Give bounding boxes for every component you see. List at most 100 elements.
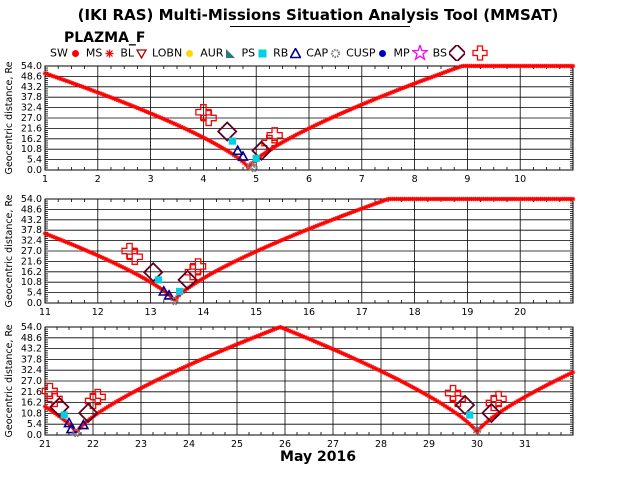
orbit-point xyxy=(50,234,56,239)
orbit-point xyxy=(457,413,462,418)
orbit-point xyxy=(335,112,340,118)
y-tick-label: 0.0 xyxy=(27,165,42,176)
gear-marker xyxy=(472,426,482,436)
orbit-point xyxy=(493,412,499,418)
x-tick-label: 5 xyxy=(253,174,259,185)
orbit-point xyxy=(115,98,121,103)
orbit-point xyxy=(357,358,362,364)
orbit-point xyxy=(162,289,168,294)
orbit-point xyxy=(262,331,267,336)
orbit-point xyxy=(400,86,405,91)
orbit-point xyxy=(201,135,206,140)
orbit-point xyxy=(434,398,440,404)
orbit-point xyxy=(256,333,261,338)
orbit-point xyxy=(442,69,448,75)
orbit-point xyxy=(430,74,436,79)
orbit-point xyxy=(156,285,161,290)
orbit-point xyxy=(52,74,58,80)
orbit-point xyxy=(402,380,407,386)
orbit-point xyxy=(507,403,513,408)
orbit-point xyxy=(264,330,269,335)
chart-panel-3: 0.05.410.816.221.627.032.437.843.248.654… xyxy=(4,322,576,450)
orbit-point xyxy=(361,101,367,106)
orbit-point xyxy=(219,265,224,271)
cross-marker xyxy=(195,104,212,121)
orbit-point xyxy=(282,138,287,144)
orbit-point xyxy=(262,151,267,156)
orbit-point xyxy=(448,67,454,73)
orbit-point xyxy=(95,253,100,258)
orbit-point xyxy=(142,384,147,389)
orbit-point xyxy=(44,405,50,411)
orbit-point xyxy=(394,88,399,93)
orbit-point xyxy=(235,257,241,263)
orbit-point xyxy=(42,71,48,76)
chart-panel-2: 0.05.410.816.221.627.032.437.843.248.654… xyxy=(4,194,576,318)
orbit-point xyxy=(290,329,295,335)
orbit-point xyxy=(377,199,383,205)
orbit-point xyxy=(333,113,338,119)
orbit-point xyxy=(404,84,409,89)
orbit-point xyxy=(180,125,186,130)
orbit-point xyxy=(136,273,141,278)
orbit-point xyxy=(367,99,373,104)
legend-label: CUSP xyxy=(346,46,376,60)
legend-label: MP xyxy=(393,46,410,60)
orbit-point xyxy=(150,112,155,117)
orbit-point xyxy=(172,369,178,374)
orbit-point xyxy=(103,93,109,98)
triangle-up-marker xyxy=(63,416,75,428)
orbit-point xyxy=(355,207,360,213)
orbit-point xyxy=(136,387,141,392)
plot-frame xyxy=(44,65,574,171)
orbit-point xyxy=(136,106,141,111)
y-tick-label: 48.6 xyxy=(21,333,42,344)
orbit-point xyxy=(258,247,263,252)
orbit-point xyxy=(355,104,360,109)
orbit-point xyxy=(495,411,501,416)
orbit-point xyxy=(176,123,182,129)
orbit-point xyxy=(530,390,535,395)
orbit-point xyxy=(308,337,314,342)
orbit-point xyxy=(499,408,505,414)
orbit-point xyxy=(142,276,147,281)
x-tick-label: 4 xyxy=(200,174,206,185)
orbit-point xyxy=(101,407,107,412)
orbit-point xyxy=(225,262,230,268)
y-tick-label: 5.4 xyxy=(27,288,42,299)
orbit-point xyxy=(178,124,184,129)
triangle-up-marker xyxy=(157,285,170,296)
orbit-point xyxy=(258,332,263,338)
orbit-point xyxy=(81,247,86,252)
orbit-point xyxy=(245,252,251,258)
y-tick-label: 32.4 xyxy=(21,103,42,114)
x-tick-label: 10 xyxy=(514,174,526,185)
orbit-point xyxy=(174,122,180,128)
orbit-point xyxy=(272,144,277,150)
orbit-point xyxy=(111,260,117,266)
orbit-point xyxy=(197,133,202,138)
plot-frame xyxy=(44,326,574,436)
orbit-point xyxy=(199,134,204,139)
orbit-point xyxy=(371,201,377,207)
orbit-point xyxy=(310,225,316,230)
orbit-point xyxy=(341,351,346,356)
orbit-point xyxy=(428,395,434,400)
orbit-point xyxy=(52,411,58,416)
orbit-point xyxy=(453,66,458,71)
orbit-point xyxy=(436,399,442,405)
orbit-point xyxy=(182,364,188,369)
diamond-marker xyxy=(49,396,70,418)
orbit-point xyxy=(237,340,243,346)
orbit-point xyxy=(168,119,174,125)
orbit-point xyxy=(46,407,52,412)
y-tick-label: 16.2 xyxy=(21,134,42,145)
triangle-up-marker xyxy=(65,422,78,434)
orbit-point xyxy=(241,160,247,166)
orbit-point xyxy=(132,389,137,394)
orbit-point xyxy=(91,251,96,256)
orbit-point xyxy=(363,204,369,210)
gear-marker xyxy=(71,428,81,438)
orbit-point xyxy=(154,113,159,119)
orbit-point xyxy=(134,388,139,393)
